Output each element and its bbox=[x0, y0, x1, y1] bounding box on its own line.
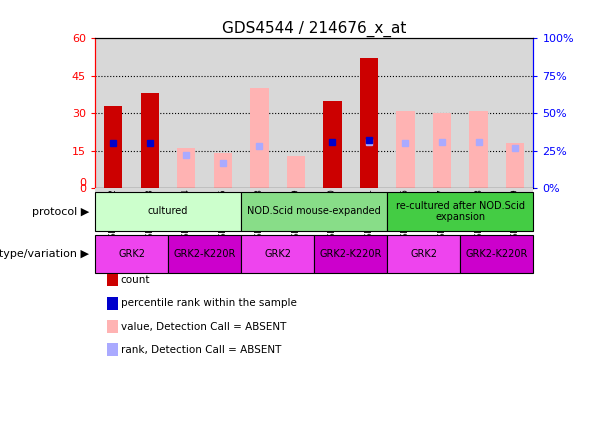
Text: value, Detection Call = ABSENT: value, Detection Call = ABSENT bbox=[121, 321, 286, 332]
Bar bbox=[360, 58, 378, 188]
Bar bbox=[387, 235, 460, 273]
Bar bbox=[177, 148, 196, 188]
Text: GSM1049713: GSM1049713 bbox=[145, 189, 154, 242]
Bar bbox=[433, 113, 451, 188]
Bar bbox=[397, 111, 414, 188]
Bar bbox=[497, 188, 533, 192]
Text: count: count bbox=[121, 275, 150, 285]
Bar bbox=[168, 188, 205, 192]
Bar bbox=[387, 192, 533, 231]
Bar bbox=[95, 192, 241, 231]
Bar bbox=[460, 235, 533, 273]
Bar bbox=[424, 38, 460, 188]
Bar bbox=[314, 188, 351, 192]
Bar bbox=[351, 38, 387, 188]
Text: GRK2: GRK2 bbox=[118, 249, 145, 259]
Title: GDS4544 / 214676_x_at: GDS4544 / 214676_x_at bbox=[222, 20, 406, 37]
Bar bbox=[214, 153, 232, 188]
Text: GRK2: GRK2 bbox=[264, 249, 291, 259]
Bar bbox=[497, 38, 533, 188]
Bar bbox=[278, 188, 314, 192]
Bar bbox=[460, 188, 497, 192]
Text: GSM1049711: GSM1049711 bbox=[365, 189, 373, 242]
Bar bbox=[278, 38, 314, 188]
Text: GSM1049708: GSM1049708 bbox=[255, 189, 264, 242]
Bar bbox=[250, 88, 268, 188]
Text: genotype/variation ▶: genotype/variation ▶ bbox=[0, 249, 89, 259]
Bar bbox=[241, 38, 278, 188]
Bar bbox=[351, 188, 387, 192]
Bar bbox=[387, 38, 424, 188]
Text: GSM1049717: GSM1049717 bbox=[438, 189, 446, 242]
Text: GRK2-K220R: GRK2-K220R bbox=[319, 249, 382, 259]
Bar bbox=[95, 38, 132, 188]
Text: GSM1049714: GSM1049714 bbox=[182, 189, 191, 242]
Bar bbox=[140, 93, 159, 188]
Text: GSM1049715: GSM1049715 bbox=[218, 189, 227, 242]
Bar bbox=[470, 111, 488, 188]
Text: GRK2-K220R: GRK2-K220R bbox=[466, 249, 528, 259]
Bar bbox=[323, 101, 341, 188]
Bar bbox=[314, 38, 351, 188]
Bar bbox=[205, 188, 241, 192]
Text: GSM1049709: GSM1049709 bbox=[291, 189, 300, 242]
Text: GSM1049719: GSM1049719 bbox=[511, 189, 520, 242]
Bar bbox=[205, 38, 241, 188]
Text: cultured: cultured bbox=[148, 206, 188, 217]
Bar bbox=[506, 143, 524, 188]
Bar bbox=[424, 188, 460, 192]
Text: NOD.Scid mouse-expanded: NOD.Scid mouse-expanded bbox=[247, 206, 381, 217]
Text: GSM1049718: GSM1049718 bbox=[474, 189, 483, 242]
Text: GSM1049716: GSM1049716 bbox=[401, 189, 410, 242]
Bar bbox=[132, 38, 168, 188]
Text: GSM1049712: GSM1049712 bbox=[109, 189, 118, 242]
Text: GSM1049710: GSM1049710 bbox=[328, 189, 337, 242]
Bar bbox=[95, 235, 168, 273]
Bar bbox=[168, 38, 205, 188]
Text: GRK2-K220R: GRK2-K220R bbox=[173, 249, 236, 259]
Text: protocol ▶: protocol ▶ bbox=[32, 206, 89, 217]
Text: GRK2: GRK2 bbox=[410, 249, 437, 259]
Text: percentile rank within the sample: percentile rank within the sample bbox=[121, 298, 297, 308]
Text: 0: 0 bbox=[79, 178, 86, 188]
Bar bbox=[241, 235, 314, 273]
Bar bbox=[95, 188, 132, 192]
Text: rank, Detection Call = ABSENT: rank, Detection Call = ABSENT bbox=[121, 345, 281, 355]
Bar bbox=[287, 156, 305, 188]
Bar bbox=[168, 235, 241, 273]
Bar bbox=[460, 38, 497, 188]
Bar bbox=[241, 188, 278, 192]
Bar bbox=[132, 188, 168, 192]
Bar bbox=[387, 188, 424, 192]
Text: re-cultured after NOD.Scid
expansion: re-cultured after NOD.Scid expansion bbox=[396, 201, 525, 222]
Bar bbox=[104, 106, 123, 188]
Bar bbox=[314, 235, 387, 273]
Bar bbox=[241, 192, 387, 231]
